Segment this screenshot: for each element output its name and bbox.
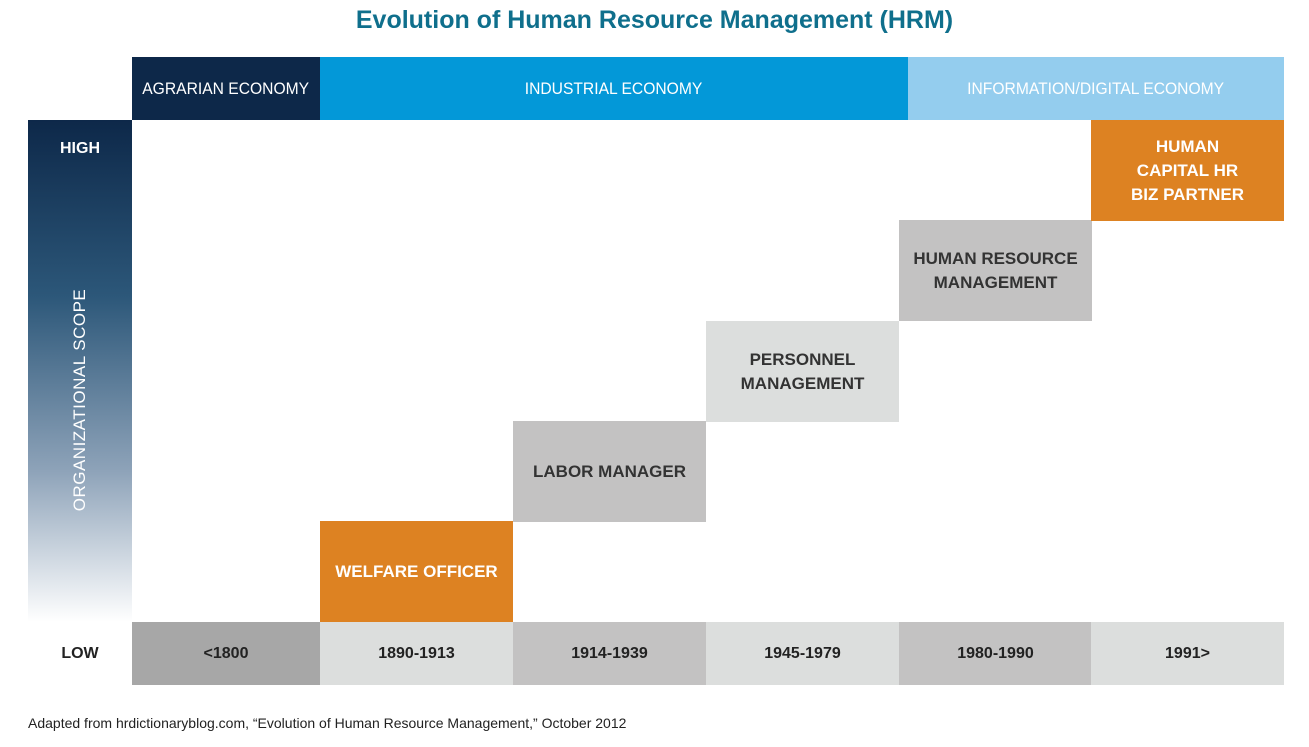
period-cell: 1945-1979 [706,622,899,685]
period-cell: <1800 [132,622,320,685]
period-cell: 1980-1990 [899,622,1092,685]
information-economy-band: INFORMATION/DIGITAL ECONOMY [908,57,1284,120]
agrarian-economy-label: AGRARIAN ECONOMY [142,78,310,98]
agrarian-economy-band: AGRARIAN ECONOMY [132,57,320,120]
scope-high-label: HIGH [60,140,100,157]
industrial-economy-band: INDUSTRIAL ECONOMY [320,57,908,120]
information-economy-label: INFORMATION/DIGITAL ECONOMY [967,78,1225,98]
period-cell: 1991> [1091,622,1284,685]
industrial-economy-label: INDUSTRIAL ECONOMY [525,78,703,98]
period-cell: 1914-1939 [513,622,706,685]
stage-personnel-management: PERSONNEL MANAGEMENT [706,321,899,422]
diagram-title: Evolution of Human Resource Management (… [355,6,954,34]
source-note: Adapted from hrdictionaryblog.com, “Evol… [28,715,627,731]
period-cell: 1890-1913 [320,622,513,685]
organizational-scope-label: ORGANIZATIONAL SCOPE [70,288,89,512]
scope-low-label: LOW [61,644,99,662]
organizational-scope-bar [28,120,132,622]
stage-welfare-officer: WELFARE OFFICER [320,521,513,622]
stage-human-capital-hr-biz-partner: HUMAN CAPITAL HR BIZ PARTNER [1091,120,1284,221]
stage-labor-manager: LABOR MANAGER [513,421,706,522]
stage-human-resource-management: HUMAN RESOURCE MANAGEMENT [899,220,1092,321]
